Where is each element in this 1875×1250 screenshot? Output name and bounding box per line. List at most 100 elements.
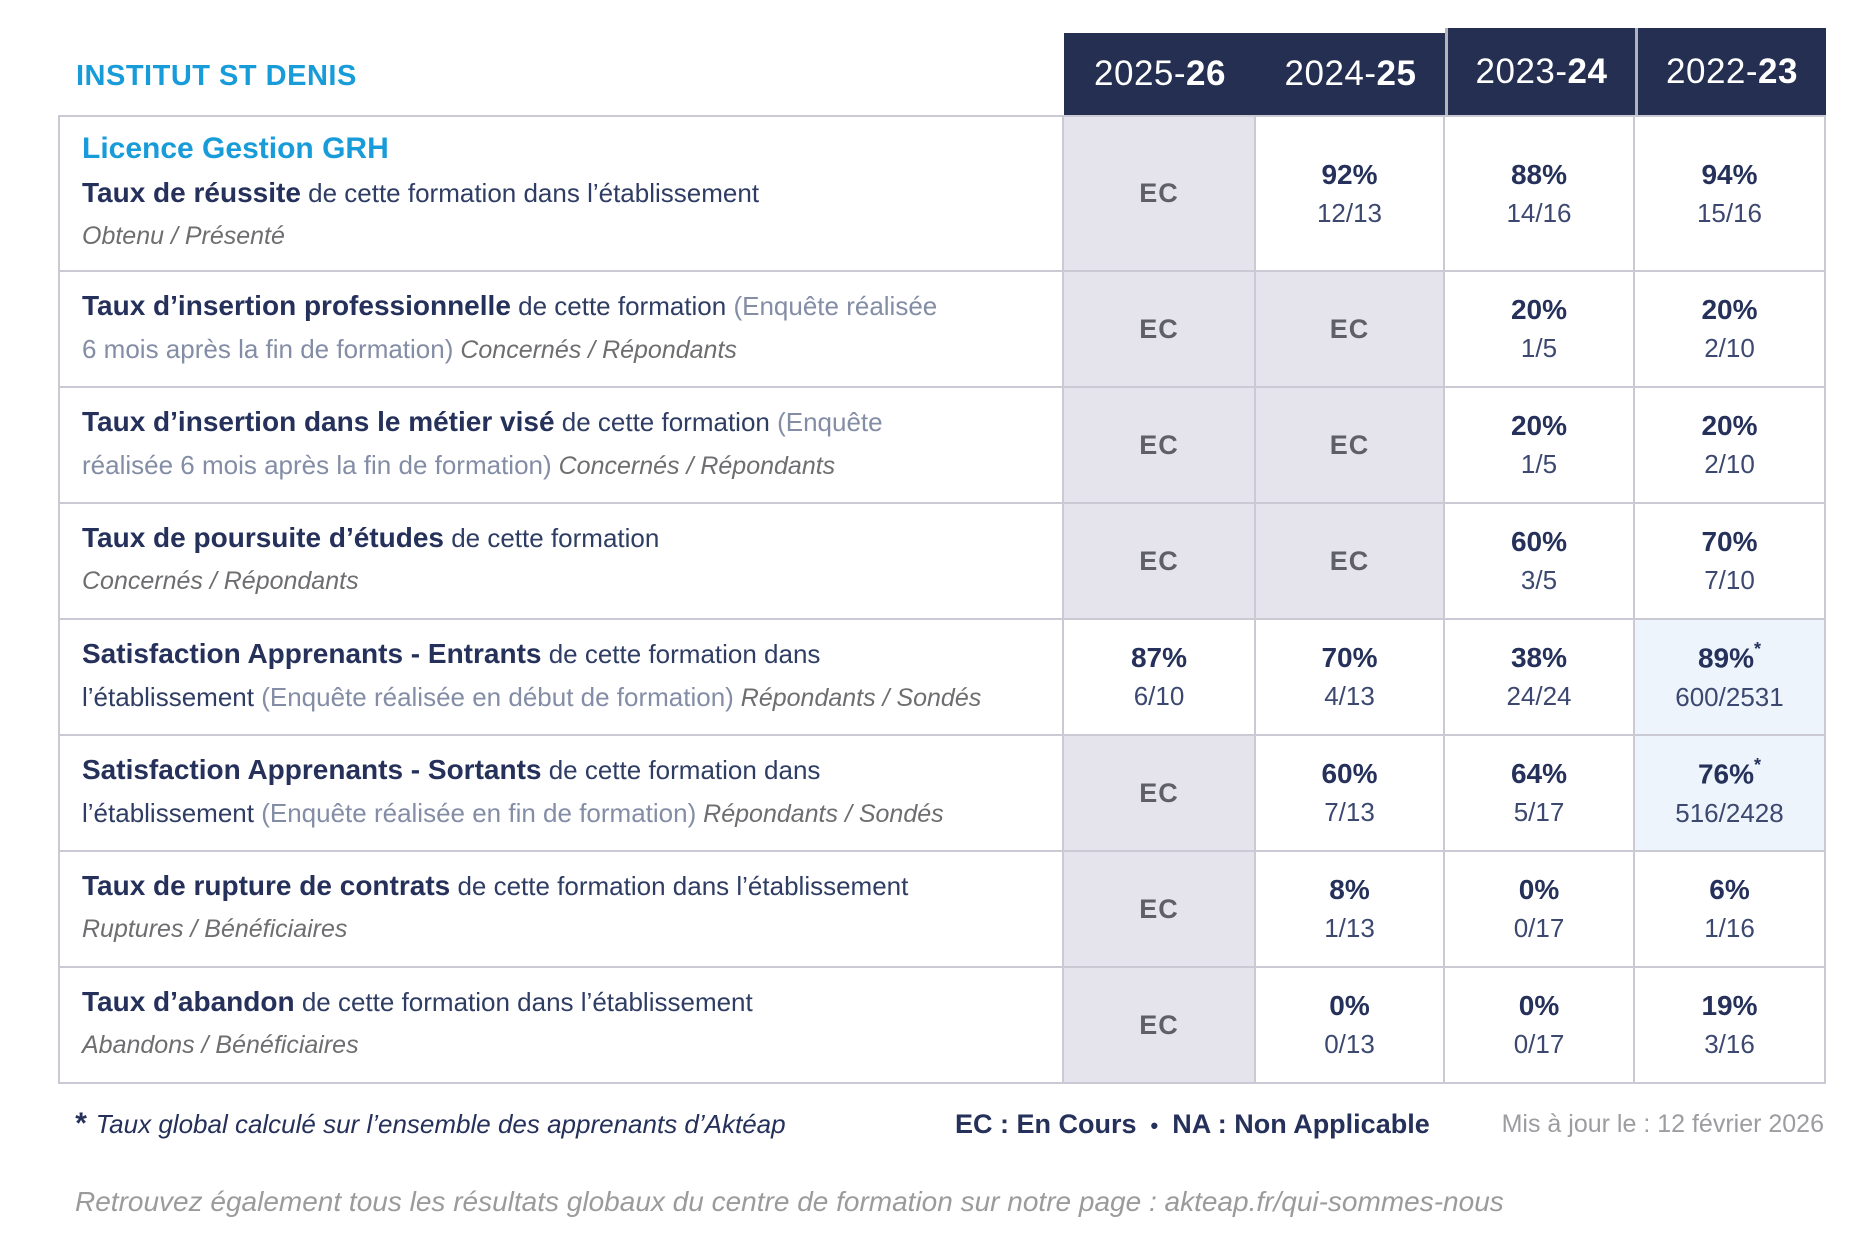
fraction-value: 0/17 [1513,1029,1565,1059]
value-cell-taux-de-reussite-2022-23: 94% 15/16 [1635,115,1826,272]
percentage-value: 60% [1321,758,1378,789]
text-segment-paren: (Enquête réalisée en fin de formation) [261,797,697,828]
fraction-value: 600/2531 [1675,681,1784,712]
footnote-asterisk: * [74,1107,86,1140]
text-segment-normal: de cette formation [443,523,660,553]
fraction-value: 7/10 [1704,565,1755,595]
text-segment-normal: de cette formation [510,290,734,321]
fraction-value: 2/10 [1704,333,1755,363]
percentage-value: 0% [1329,990,1370,1021]
fraction-value: 2/10 [1704,449,1755,479]
value-cell-taux-rupture-contrats-2025-26: EC [1064,852,1256,968]
percentage-value: 70% [1701,526,1758,557]
fraction-value: 1/16 [1704,913,1755,943]
year-prefix: 2022- [1666,51,1759,91]
percentage-value: 92% [1321,158,1378,190]
fraction-value: 0/17 [1513,913,1565,943]
fraction-value: 14/16 [1506,197,1572,228]
value-cell-satisfaction-apprenants-entrants-2024-25: 70% 4/13 [1256,620,1445,736]
percentage-value: 70% [1321,642,1378,673]
value-cell-taux-poursuite-etudes-2022-23: 70% 7/10 [1635,504,1826,620]
last-updated: Mis à jour le : 12 février 2026 [1501,1110,1824,1138]
year-suffix: 25 [1376,54,1417,93]
year-suffix: 23 [1758,51,1798,91]
legend-na: NA : Non Applicable [1172,1109,1430,1139]
value-cell-satisfaction-apprenants-entrants-2023-24: 38% 24/24 [1445,620,1635,736]
percentage-value: 94% [1701,158,1758,190]
value-cell-taux-poursuite-etudes-2024-25: EC [1256,504,1445,620]
text-segment-paren: (Enquête réalisée [733,290,938,321]
percentage-value: 38% [1510,642,1568,673]
text-segment-italic: Répondants / Sondés [733,683,982,712]
fraction-value: 4/13 [1324,681,1375,711]
text-segment-paren: 6 mois après la fin de formation) [82,333,454,364]
percentage-value: 20% [1701,294,1758,325]
percentage-value: 20% [1510,294,1568,325]
year-prefix: 2024- [1284,54,1377,93]
footnote-text: Taux global calculé sur l’ensemble des a… [95,1109,786,1139]
metric-text-line: Satisfaction Apprenants - Entrants de ce… [82,634,1056,678]
metric-text-line: 6 mois après la fin de formation) Concer… [82,330,1056,373]
ec-value: EC [1139,893,1179,924]
year-suffix: 24 [1567,51,1608,91]
metric-cell-taux-insertion-metier-vise: Taux d’insertion dans le métier visé de … [58,388,1064,504]
metric-cell-satisfaction-apprenants-entrants: Satisfaction Apprenants - Entrants de ce… [58,620,1064,736]
value-cell-taux-de-reussite-2023-24: 88% 14/16 [1445,115,1635,272]
value-cell-taux-insertion-metier-vise-2024-25: EC [1256,388,1445,504]
percentage-value: 19% [1701,990,1758,1021]
value-cell-taux-abandon-2022-23: 19% 3/16 [1635,968,1826,1084]
abbreviation-legend: EC : En Cours • NA : Non Applicable [955,1102,1430,1148]
text-segment-normal: de cette formation dans l’établissement [294,987,753,1017]
fraction-value: 1/5 [1520,449,1558,479]
fraction-value: 1/13 [1324,913,1375,943]
year-prefix: 2025- [1094,54,1187,93]
ec-value: EC [1329,545,1370,576]
value-cell-satisfaction-apprenants-sortants-2023-24: 64% 5/17 [1445,736,1635,852]
ec-value: EC [1329,313,1370,344]
value-cell-taux-insertion-metier-vise-2022-23: 20% 2/10 [1635,388,1826,504]
fraction-value: 7/13 [1324,797,1375,827]
fraction-value: 3/5 [1520,565,1558,595]
metric-text-line: l’établissement (Enquête réalisée en déb… [82,678,1056,721]
footnote: * Taux global calculé sur l’ensemble des … [74,1102,786,1151]
year-header-2022-23: 2022- 23 [1635,28,1826,115]
percentage-value: 0% [1518,874,1560,905]
value-cell-taux-insertion-professionnelle-2023-24: 20% 1/5 [1445,272,1635,388]
percentage-value: 76%* [1697,755,1762,790]
value-cell-taux-abandon-2023-24: 0% 0/17 [1445,968,1635,1084]
value-cell-satisfaction-apprenants-sortants-2024-25: 60% 7/13 [1256,736,1445,852]
results-table: INSTITUT ST DENIS 2025- 26 2024- 25 2023- 24 2… [58,28,1826,1084]
institute-title: INSTITUT ST DENIS [76,60,357,92]
fraction-value: 1/5 [1520,333,1558,363]
fraction-value: 24/24 [1506,681,1572,711]
legend-separator: • [1150,1113,1159,1138]
value-cell-taux-de-reussite-2025-26: EC [1064,115,1256,272]
fraction-value: 6/10 [1133,681,1185,711]
percentage-value: 8% [1329,874,1370,905]
text-segment-course: Licence Gestion GRH [82,131,389,165]
year-header-2024-25: 2024- 25 [1256,33,1445,115]
text-segment-italic: Abandons / Bénéficiaires [82,1031,359,1059]
metric-text-line: Obtenu / Présenté [82,217,1056,259]
metric-text-line: Taux d’insertion professionnelle de cett… [82,286,1056,330]
ec-value: EC [1139,313,1179,344]
text-segment-normal: de cette formation dans l’établissement [300,177,760,208]
value-cell-taux-rupture-contrats-2024-25: 8% 1/13 [1256,852,1445,968]
value-cell-satisfaction-apprenants-entrants-2025-26: 87% 6/10 [1064,620,1256,736]
metric-cell-satisfaction-apprenants-sortants: Satisfaction Apprenants - Sortants de ce… [58,736,1064,852]
metric-text-line: Taux de rupture de contrats de cette for… [82,866,1056,910]
legend-ec: EC : En Cours [955,1109,1137,1139]
year-suffix: 26 [1186,54,1226,93]
text-segment-normal: de cette formation dans l’établissement [450,871,909,901]
text-segment-bold: Satisfaction Apprenants - Entrants [82,637,542,669]
global-rate-asterisk: * [1754,755,1762,776]
percentage-value: 60% [1510,526,1568,557]
ec-value: EC [1139,178,1179,208]
fraction-value: 12/13 [1316,197,1383,228]
value-cell-taux-de-reussite-2024-25: 92% 12/13 [1256,115,1445,272]
value-cell-taux-rupture-contrats-2023-24: 0% 0/17 [1445,852,1635,968]
value-cell-taux-abandon-2024-25: 0% 0/13 [1256,968,1445,1084]
metric-text-line: Ruptures / Bénéficiaires [82,910,1056,952]
text-segment-italic: Concernés / Répondants [453,335,737,364]
value-cell-taux-insertion-professionnelle-2022-23: 20% 2/10 [1635,272,1826,388]
